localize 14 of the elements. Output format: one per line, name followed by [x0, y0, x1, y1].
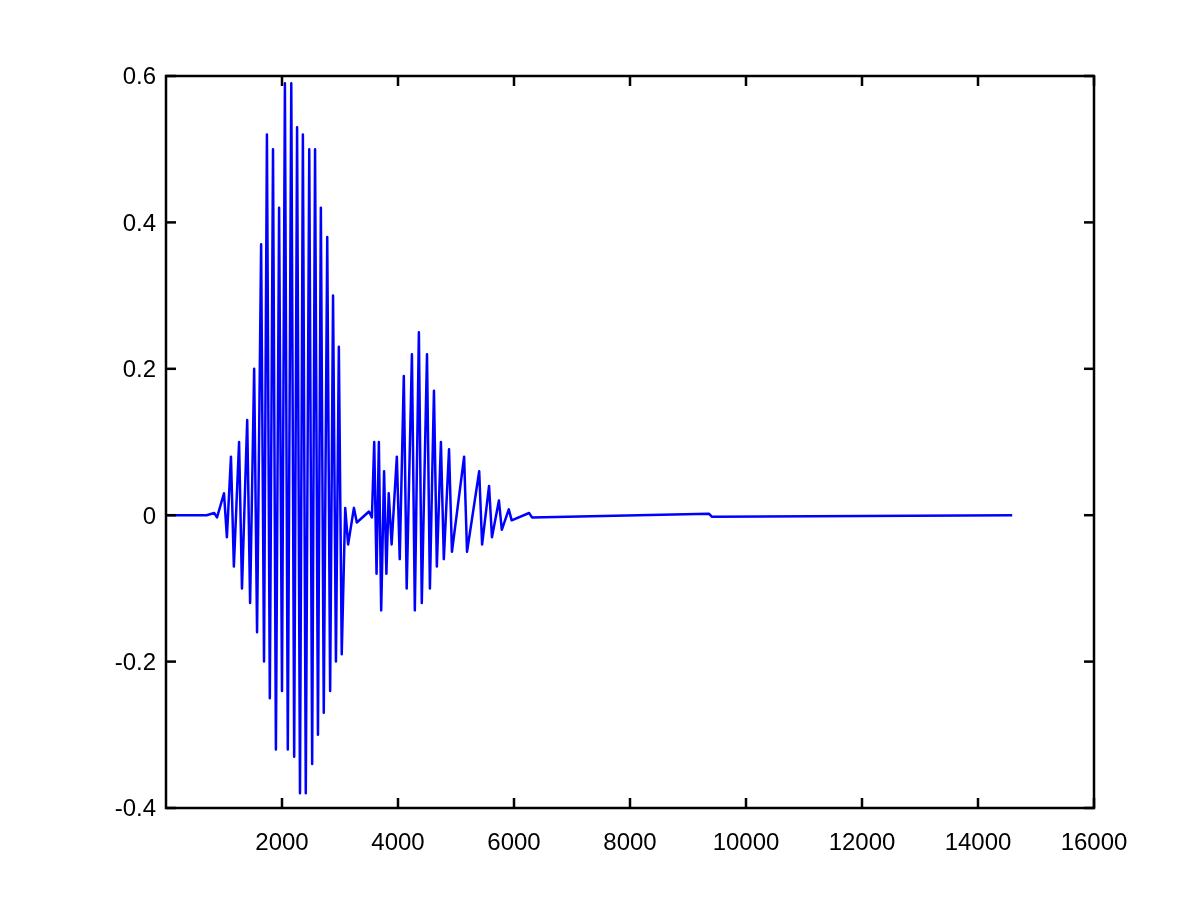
x-tick-label: 8000: [603, 828, 657, 855]
x-tick-label: 6000: [487, 828, 541, 855]
y-tick-label: 0: [142, 501, 156, 529]
x-tick-label: 16000: [1060, 828, 1128, 855]
y-tick-label: -0.2: [114, 648, 156, 675]
x-tick-label: 12000: [828, 828, 896, 855]
x-tick-label: 2000: [255, 828, 309, 855]
y-tick-label: 0.4: [122, 208, 156, 236]
y-tick-label: -0.4: [114, 794, 156, 822]
y-tick-label: 0.2: [122, 355, 156, 383]
y-tick-label: 0.6: [122, 62, 156, 90]
x-tick-label: 10000: [712, 828, 780, 855]
x-tick-label: 4000: [371, 828, 425, 855]
x-tick-label: 14000: [944, 828, 1012, 855]
